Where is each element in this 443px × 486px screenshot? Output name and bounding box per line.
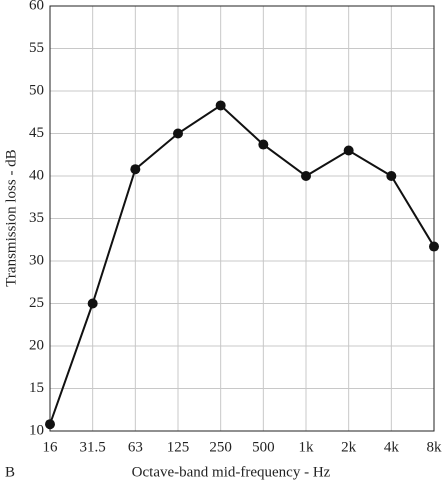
- x-tick-label: 8k: [427, 439, 443, 455]
- data-point: [429, 241, 439, 252]
- data-point: [130, 164, 141, 175]
- x-tick-label: 63: [128, 439, 143, 455]
- y-tick-label: 20: [29, 337, 44, 353]
- x-axis-title: Octave-band mid-frequency - Hz: [132, 464, 331, 480]
- x-tick-label: 500: [252, 439, 275, 455]
- data-point: [386, 171, 397, 181]
- panel-label: B: [5, 464, 15, 480]
- y-tick-label: 25: [29, 295, 44, 311]
- plot-frame: [49, 5, 435, 432]
- x-tick-label: 250: [209, 439, 232, 455]
- x-tick-label: 1k: [299, 439, 315, 455]
- y-tick-label: 35: [29, 210, 44, 226]
- data-point: [343, 145, 354, 156]
- data-point: [215, 100, 226, 111]
- data-point: [87, 298, 98, 309]
- x-tick-label: 125: [167, 439, 190, 455]
- y-tick-label: 10: [29, 422, 44, 438]
- y-tick-label: 45: [29, 125, 44, 141]
- y-tick-label: 30: [29, 252, 44, 268]
- data-point: [173, 128, 183, 139]
- y-axis-title: Transmission loss - dB: [3, 149, 19, 286]
- y-tick-label: 60: [29, 0, 44, 13]
- x-tick-label: 31.5: [80, 439, 106, 455]
- series-line: [49, 104, 435, 425]
- x-tick-label: 4k: [384, 439, 400, 455]
- y-tick-label: 15: [29, 380, 44, 396]
- y-tick-label: 55: [29, 40, 44, 56]
- data-point: [301, 171, 311, 181]
- y-tick-label: 40: [29, 167, 44, 183]
- y-tick-label: 50: [29, 82, 44, 98]
- data-point: [45, 419, 55, 430]
- x-tick-label: 16: [43, 439, 59, 455]
- data-point: [258, 139, 269, 150]
- x-tick-label: 2k: [341, 439, 357, 455]
